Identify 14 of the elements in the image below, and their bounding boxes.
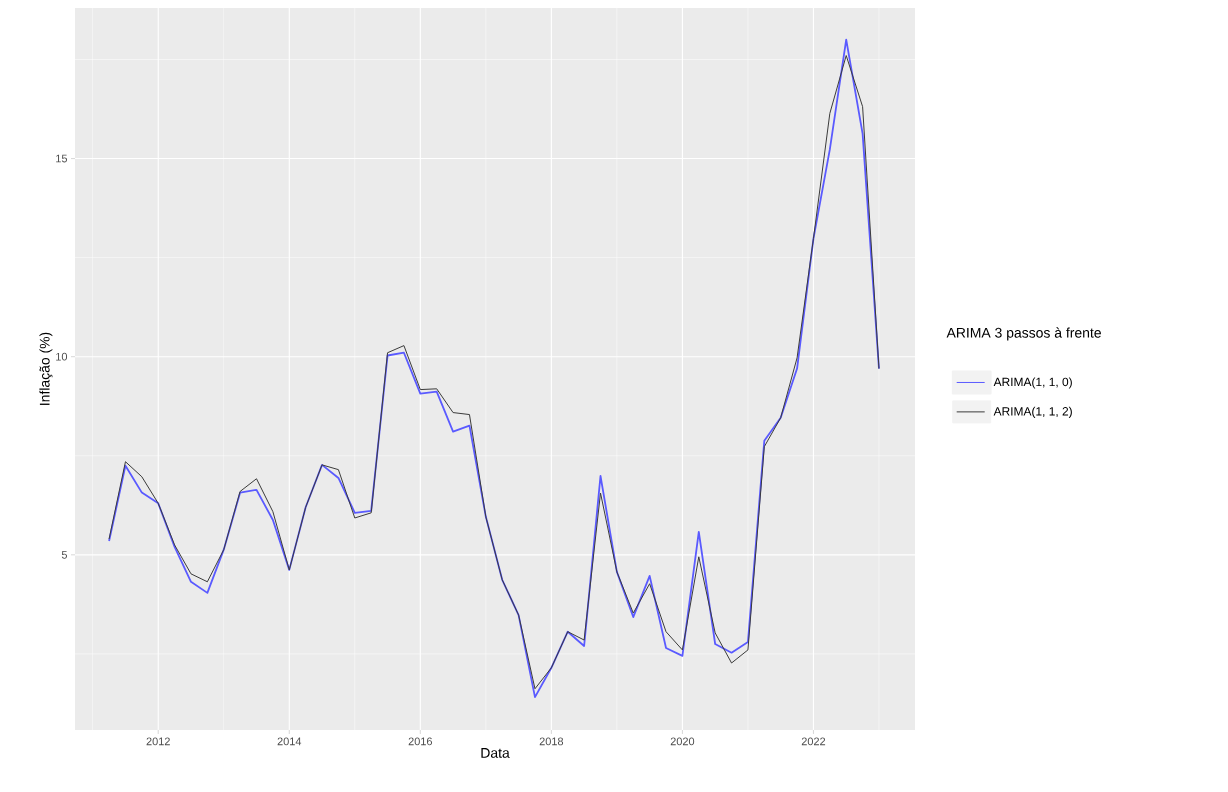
y-axis-title: Inflação (%) — [39, 332, 53, 405]
y-tick-label: 5 — [61, 551, 68, 559]
x-axis-title: Data — [481, 748, 510, 758]
y-tick-label: 10 — [56, 352, 68, 361]
x-tick-label: 2016 — [408, 737, 433, 746]
legend-label: ARIMA(1, 1, 2) — [993, 406, 1072, 418]
legend-label: ARIMA(1, 1, 0) — [993, 377, 1072, 389]
x-tick-label: 2012 — [146, 737, 170, 746]
y-tick-label: 15 — [56, 154, 68, 163]
x-tick-label: 2018 — [539, 737, 564, 746]
x-tick-label: 2020 — [670, 737, 695, 746]
x-tick-label: 2014 — [277, 737, 302, 746]
x-tick-label: 2022 — [801, 737, 826, 746]
legend-title: ARIMA 3 passos à frente — [946, 327, 1101, 341]
